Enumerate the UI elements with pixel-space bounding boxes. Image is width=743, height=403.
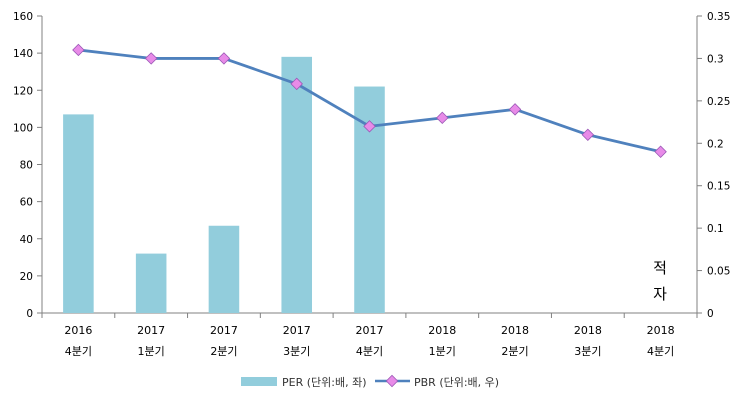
legend: PER (단위:배, 좌) PBR (단위:배, 우)	[241, 374, 499, 389]
right-tick-label: 0.05	[707, 266, 730, 278]
left-tick-label: 40	[20, 234, 33, 246]
category-quarter-label: 2분기	[501, 345, 528, 358]
category-year-label: 2017	[210, 324, 238, 337]
deficit-annotation-line-2: 자	[653, 285, 667, 303]
pbr-line-series	[72, 43, 667, 158]
right-tick-label: 0.25	[707, 96, 730, 108]
left-tick-label: 120	[13, 85, 33, 97]
tick-labels: 0 20 40 60 80 100 120 140 160 0 0.05 0.1 0.15 0.2 0.25…	[13, 11, 730, 320]
pbr-point	[144, 52, 158, 65]
category-year-label: 2018	[428, 324, 456, 337]
left-tick-label: 60	[20, 197, 33, 209]
right-tick-label: 0.15	[707, 181, 730, 193]
category-year-label: 2017	[356, 324, 384, 337]
per-bar	[281, 56, 313, 314]
left-tick-label: 80	[20, 160, 33, 172]
deficit-annotation-line-1: 적	[653, 259, 667, 277]
pbr-point	[290, 77, 303, 91]
category-quarter-label: 4분기	[647, 345, 674, 358]
category-quarter-label: 1분기	[429, 345, 456, 358]
right-tick-label: 0.1	[707, 223, 724, 235]
left-tick-label: 0	[26, 308, 33, 320]
right-tick-label: 0.2	[707, 138, 724, 150]
legend-per-label: PER (단위:배, 좌)	[282, 376, 367, 389]
left-tick-label: 140	[13, 48, 33, 60]
per-bar	[208, 225, 240, 313]
right-tick-label: 0.35	[707, 11, 730, 23]
category-quarter-label: 4분기	[356, 345, 383, 358]
category-year-label: 2016	[64, 324, 92, 337]
pbr-point	[363, 120, 376, 133]
category-labels: 2016 4분기 2017 1분기 2017 2분기 2017 3분기 2017 4분기 2018 1…	[64, 324, 674, 358]
category-quarter-label: 4분기	[65, 345, 92, 358]
per-bars	[63, 56, 385, 314]
category-year-label: 2018	[501, 324, 529, 337]
category-year-label: 2018	[574, 324, 602, 337]
left-tick-label: 20	[20, 271, 33, 283]
left-tick-label: 160	[13, 11, 33, 23]
legend-pbr-marker	[385, 374, 399, 388]
pbr-point	[72, 43, 85, 57]
category-quarter-label: 2분기	[210, 345, 237, 358]
pbr-point	[436, 111, 449, 125]
legend-per-swatch	[241, 377, 277, 386]
right-tick-label: 0	[707, 308, 714, 320]
per-bar	[135, 253, 167, 313]
category-year-label: 2017	[137, 324, 165, 337]
category-quarter-label: 3분기	[283, 345, 310, 358]
left-tick-label: 100	[13, 122, 33, 134]
pbr-point	[654, 145, 667, 158]
pbr-point	[217, 52, 231, 65]
pbr-point	[508, 103, 522, 116]
pbr-point	[581, 128, 595, 142]
category-year-label: 2018	[647, 324, 675, 337]
legend-pbr-label: PBR (단위:배, 우)	[414, 376, 499, 389]
category-quarter-label: 3분기	[574, 345, 601, 358]
per-bar	[63, 114, 94, 313]
right-tick-label: 0.3	[707, 53, 724, 65]
category-year-label: 2017	[283, 324, 311, 337]
category-quarter-label: 1분기	[138, 345, 165, 358]
